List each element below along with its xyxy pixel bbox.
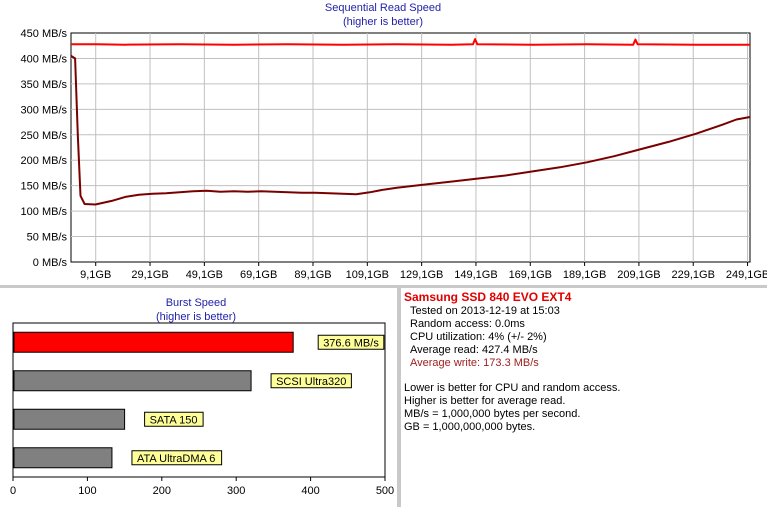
burst-bar-3 (13, 447, 113, 469)
burst-bar-label-3: ATA UltraDMA 6 (137, 453, 215, 465)
y-tick-label: 100 MB/s (21, 206, 68, 218)
results-info-panel: Samsung SSD 840 EVO EXT4 Tested on 2013-… (401, 288, 767, 507)
y-tick-label: 350 MB/s (21, 79, 68, 91)
chart-title: Sequential Read Speed (325, 2, 441, 14)
average-read: Average read: 427.4 MB/s (410, 344, 538, 356)
plot-area (70, 32, 751, 263)
average-write: Average write: 173.3 MB/s (410, 357, 539, 369)
x-tick-label: 149,1GB (454, 269, 497, 281)
vertical-splitter[interactable] (397, 288, 401, 507)
series-line-0 (71, 38, 750, 46)
x-tick-label: 129,1GB (400, 269, 443, 281)
burst-bar-label-0: 376.6 MB/s (323, 337, 379, 349)
burst-x-tick-label: 500 (376, 485, 394, 497)
burst-x-tick-label: 200 (153, 485, 171, 497)
horizontal-splitter[interactable] (0, 285, 767, 288)
burst-x-tick-label: 400 (301, 485, 319, 497)
x-tick-label: 229,1GB (672, 269, 715, 281)
y-tick-label: 0 MB/s (33, 257, 68, 269)
burst-x-tick-label: 0 (10, 485, 16, 497)
x-tick-label: 29,1GB (131, 269, 168, 281)
x-tick-label: 169,1GB (509, 269, 552, 281)
burst-bar-0 (13, 331, 294, 353)
x-tick-label: 69,1GB (240, 269, 277, 281)
y-tick-label: 300 MB/s (21, 104, 68, 116)
burst-label-box-0 (317, 334, 385, 350)
burst-label-box-1 (270, 373, 352, 389)
x-tick-label: 89,1GB (294, 269, 331, 281)
burst-x-tick-label: 100 (78, 485, 96, 497)
x-tick-label: 249,1GB (726, 269, 767, 281)
burst-x-tick-label: 300 (227, 485, 245, 497)
burst-bar-label-1: SCSI Ultra320 (276, 376, 346, 388)
burst-label-box-3 (131, 450, 223, 466)
y-tick-label: 200 MB/s (21, 155, 68, 167)
x-tick-label: 49,1GB (186, 269, 223, 281)
chart-subtitle: (higher is better) (343, 16, 423, 28)
sequential-read-panel: Sequential Read Speed (higher is better) 0… (20, 2, 767, 281)
y-tick-label: 150 MB/s (21, 181, 68, 193)
x-tick-label: 109,1GB (346, 269, 389, 281)
note-lower-better: Lower is better for CPU and random acces… (404, 382, 621, 394)
x-tick-label: 9,1GB (80, 269, 111, 281)
burst-bar-2 (13, 408, 126, 430)
x-tick-label: 209,1GB (617, 269, 660, 281)
series-line-1 (70, 55, 751, 206)
burst-speed-chart: Burst Speed (higher is better) 0 100 200 300 4… (10, 297, 394, 497)
burst-speed-panel: Burst Speed (higher is better) 0 100 200 300 4… (0, 288, 397, 507)
test-date: Tested on 2013-12-19 at 15:03 (410, 305, 560, 317)
note-higher-better: Higher is better for average read. (404, 395, 566, 407)
burst-subtitle: (higher is better) (156, 311, 236, 323)
x-tick-label: 189,1GB (563, 269, 606, 281)
y-tick-label: 250 MB/s (21, 130, 68, 142)
y-tick-label: 400 MB/s (21, 53, 68, 65)
note-mbs-def: MB/s = 1,000,000 bytes per second. (404, 408, 581, 420)
y-tick-label: 450 MB/s (21, 28, 68, 40)
drive-title: Samsung SSD 840 EVO EXT4 (404, 290, 572, 304)
cpu-utilization: CPU utilization: 4% (+/- 2%) (410, 331, 547, 343)
note-gb-def: GB = 1,000,000,000 bytes. (404, 421, 536, 433)
y-tick-label: 50 MB/s (27, 232, 68, 244)
burst-bar-1 (13, 370, 252, 392)
burst-title: Burst Speed (166, 297, 227, 309)
burst-bar-label-2: SATA 150 (150, 414, 198, 426)
burst-label-box-2 (144, 411, 204, 427)
sequential-read-chart: Sequential Read Speed (higher is better) 0… (21, 2, 767, 281)
random-access: Random access: 0.0ms (410, 318, 525, 330)
